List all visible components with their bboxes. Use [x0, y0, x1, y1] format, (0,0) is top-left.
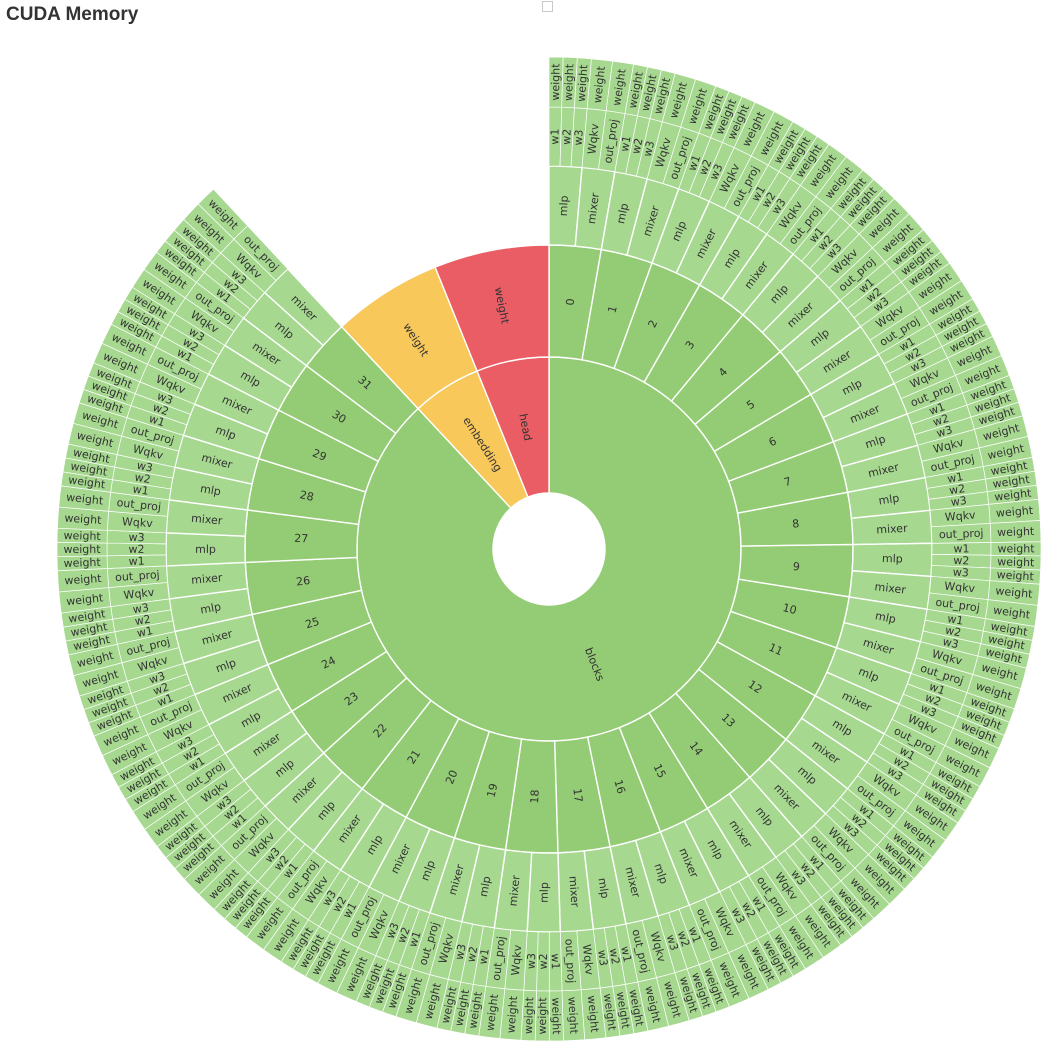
- sunburst-segment-blocks-17-mixer-out-proj-weight[interactable]: [561, 989, 586, 1042]
- sunburst-segment-blocks-8-mixer-out-proj-weight[interactable]: [989, 520, 1042, 543]
- sunburst-center: [494, 494, 604, 604]
- sunburst-segment-blocks-18-mlp-w1[interactable]: [548, 931, 563, 992]
- sunburst-segment-blocks-27-mlp-w1-weight[interactable]: [56, 555, 108, 572]
- sunburst-segment-blocks-31-mixer-out-proj-weight[interactable]: [197, 188, 249, 240]
- sunburst-segment-blocks-27-mlp[interactable]: [165, 532, 247, 567]
- sunburst-segment-blocks-26-mixer-out-proj-weight[interactable]: [57, 568, 110, 593]
- sunburst-segment-blocks-9-mlp-w1-weight[interactable]: [990, 541, 1042, 557]
- sunburst-segment-blocks-18-mlp-w2[interactable]: [536, 931, 550, 992]
- sunburst-segment-blocks-27-mlp-w3-weight[interactable]: [56, 527, 108, 544]
- legend-marker[interactable]: [542, 1, 553, 12]
- sunburst-segment-blocks-0-mlp-w1[interactable]: [548, 106, 563, 167]
- sunburst-segment-blocks-18-mlp-w1-weight[interactable]: [548, 990, 564, 1042]
- chart-title: CUDA Memory: [6, 4, 139, 25]
- sunburst-segment-blocks-0-mlp-w1-weight[interactable]: [548, 56, 564, 108]
- sunburst-segment-blocks-27-mlp-w1[interactable]: [106, 554, 167, 569]
- sunburst-segment-blocks-18-mlp-w2-weight[interactable]: [534, 990, 550, 1042]
- sunburst-segment-blocks-9-mlp-w2-weight[interactable]: [990, 554, 1042, 571]
- sunburst-segment-head-weight[interactable]: [434, 244, 550, 372]
- sunburst-segment-blocks-27-mlp-w2[interactable]: [106, 542, 167, 557]
- sunburst-segment-blocks-27-mlp-w2-weight[interactable]: [56, 542, 108, 557]
- sunburst-segment-blocks-8-mixer-out-proj[interactable]: [930, 523, 992, 544]
- sunburst-segment-blocks-18-mlp[interactable]: [526, 851, 562, 933]
- sunburst-segment-blocks-9-mlp-w1[interactable]: [931, 542, 992, 556]
